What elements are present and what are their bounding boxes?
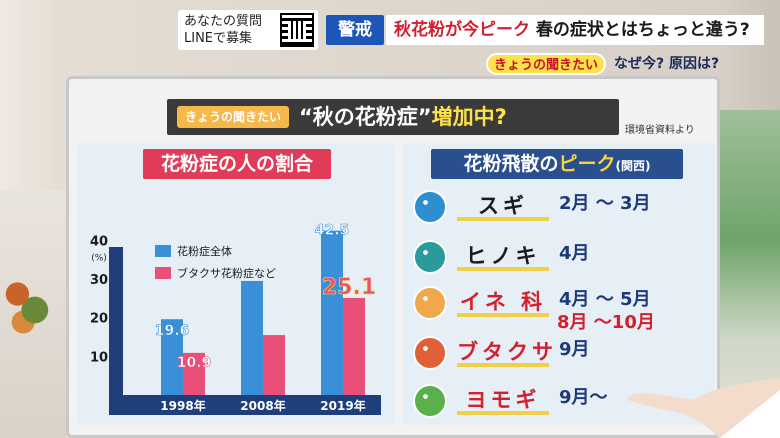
peak-period: 9月〜 [559, 387, 608, 408]
pollen-name: スギ [457, 191, 549, 221]
peak-panel-title: 花粉飛散のピーク(関西) [431, 149, 683, 179]
line-prompt-text: あなたの質問 LINEで募集 [184, 13, 262, 47]
board-title-bar: きょうの聞きたい “秋の花粉症”増加中? [167, 99, 619, 135]
x-tick-label: 1998年 [160, 398, 205, 413]
data-label: 25.1 [322, 275, 376, 300]
qr-code-icon [280, 13, 314, 47]
pollen-name: ヨモギ [457, 385, 549, 415]
pollen-peak-row: スギ 2月 〜 3月 [407, 187, 711, 227]
bar [241, 280, 263, 395]
decorative-plant [0, 262, 58, 342]
y-tick-label: 30 [90, 273, 108, 288]
pollen-name: イネ 科 [457, 287, 549, 317]
alert-badge: 警戒 [326, 15, 384, 45]
line-prompt-line: あなたの質問 [184, 14, 263, 29]
bar [263, 335, 285, 395]
presenter-hand [627, 378, 780, 438]
peak-title-main: 花粉飛散の [463, 153, 559, 175]
pollen-peak-row: ブタクサ 9月 [407, 333, 711, 373]
grass-pollen-icon [413, 286, 447, 320]
peak-period: 4月 〜 5月 [559, 289, 651, 310]
source-note: 環境省資料より [625, 125, 695, 136]
legend-label: 花粉症全体 [177, 244, 232, 258]
board-title-right: 増加中? [431, 105, 507, 129]
cypress-pollen-icon [413, 240, 447, 274]
bar [183, 352, 205, 395]
peak-title-region: (関西) [615, 159, 651, 173]
bar [321, 230, 343, 395]
line-question-box[interactable]: あなたの質問 LINEで募集 [178, 10, 318, 50]
data-label: 42.5 [315, 223, 350, 239]
pollen-peak-row: ヒノキ 4月 [407, 237, 711, 277]
peak-period: 9月 [559, 339, 590, 360]
mugwort-pollen-icon [413, 384, 447, 418]
data-label: 19.6 [155, 323, 190, 339]
pollen-peak-row: ヨモギ 9月〜 [407, 381, 711, 421]
peak-period: 4月 [559, 243, 590, 264]
y-tick-label: 40 [90, 234, 108, 249]
pollen-name: ブタクサ [457, 337, 553, 367]
bar [343, 297, 365, 395]
pollen-peak-row: イネ 科 4月 〜 5月 8月 〜10月 [407, 283, 711, 333]
legend-label: ブタクサ花粉症など [177, 266, 276, 280]
y-tick-label: 10 [90, 350, 108, 365]
y-tick-label: 20 [90, 312, 108, 327]
board-title-tag: きょうの聞きたい [177, 106, 289, 128]
legend-swatch [155, 267, 171, 279]
peak-period: 2月 〜 3月 [559, 193, 651, 214]
x-tick-label: 2008年 [240, 398, 285, 413]
headline-dark: 春の症状とはちょっと違う? [535, 20, 750, 40]
segment-tag: きょうの聞きたい [486, 53, 606, 75]
board-title: “秋の花粉症”増加中? [299, 102, 507, 132]
y-axis-unit: (%) [91, 253, 107, 263]
chart-title: 花粉症の人の割合 [143, 149, 331, 179]
peak-period-secondary: 8月 〜10月 [557, 312, 655, 333]
x-tick-label: 2019年 [320, 398, 365, 413]
chart-panel: 10 20 30 40 (%) 花粉症全体ブタクサ花粉症など 1998年 2008年 2019年… [77, 143, 395, 425]
line-prompt-line: LINEで募集 [184, 31, 253, 46]
peak-title-accent: ピーク [558, 153, 616, 175]
explainer-board: きょうの聞きたい “秋の花粉症”増加中? 環境省資料より 10 20 30 40 (%)… [66, 76, 720, 438]
headline-red: 秋花粉が今ピーク [394, 20, 530, 40]
pollen-name: ヒノキ [457, 241, 549, 271]
legend-swatch [155, 245, 171, 257]
data-label: 10.9 [177, 355, 212, 371]
y-axis-strip [109, 247, 123, 395]
segment-question: なぜ今? 原因は? [614, 56, 720, 72]
board-title-left: “秋の花粉症” [299, 105, 432, 129]
ragweed-pollen-icon [413, 336, 447, 370]
pollen-peak-panel: 花粉飛散のピーク(関西) スギ 2月 〜 3月ヒノキ 4月イネ 科 4月 〜 5月 8月… [403, 143, 715, 425]
bar [161, 319, 183, 395]
cedar-pollen-icon [413, 190, 447, 224]
headline-ticker: 秋花粉が今ピーク 春の症状とはちょっと違う? [386, 15, 764, 45]
x-axis-strip [109, 395, 381, 415]
